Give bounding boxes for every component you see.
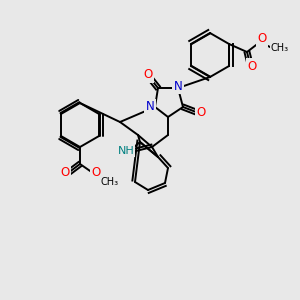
Text: N: N: [174, 80, 182, 92]
Text: NH: NH: [118, 146, 134, 156]
Text: N: N: [146, 100, 154, 113]
Text: O: O: [257, 32, 267, 46]
Text: O: O: [60, 167, 70, 179]
Text: O: O: [143, 68, 153, 82]
Text: CH₃: CH₃: [271, 43, 289, 53]
Text: CH₃: CH₃: [101, 177, 119, 187]
Text: O: O: [248, 59, 256, 73]
Text: O: O: [196, 106, 206, 118]
Text: O: O: [92, 167, 100, 179]
